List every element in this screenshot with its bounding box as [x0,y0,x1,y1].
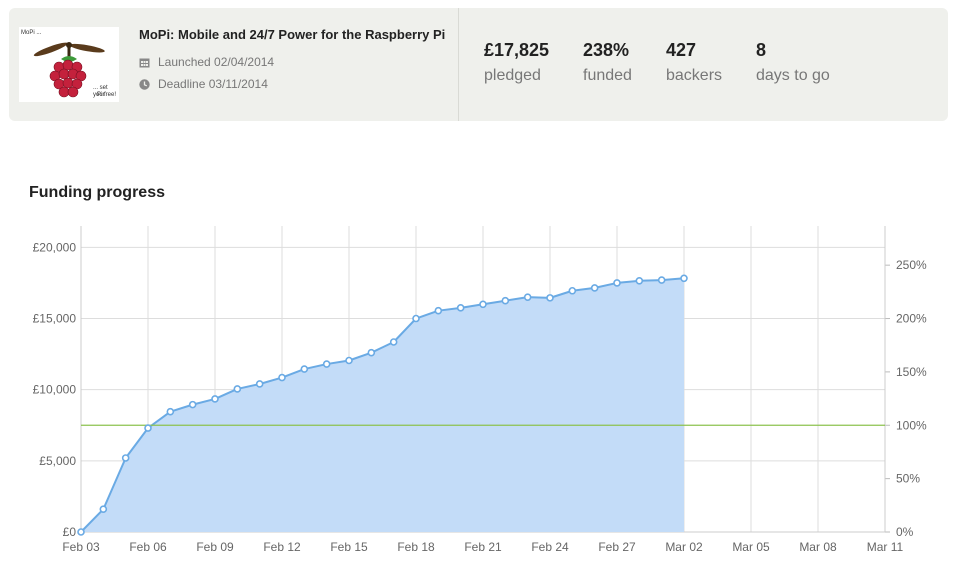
data-point [166,407,175,416]
data-point [77,528,85,536]
project-thumbnail[interactable]: MoPi ... ... set your Pi free! [19,27,119,102]
data-point [300,365,309,373]
stat-pledged-label: pledged [484,67,541,84]
stat-days-value: 8 [756,40,767,60]
data-point [456,304,465,312]
raspberry-propeller-image [33,42,105,98]
x-tick-label: Mar 02 [665,540,703,554]
stat-days-label: days to go [756,67,830,84]
x-tick-label: Feb 18 [397,540,435,554]
project-title[interactable]: MoPi: Mobile and 24/7 Power for the Rasp… [139,27,446,42]
x-tick-label: Feb 21 [464,540,502,554]
y-tick-label: £0 [63,525,77,539]
data-point [613,279,621,287]
y-tick-label: £10,000 [33,383,77,397]
data-point [412,314,420,323]
data-point [144,424,152,432]
card-divider [458,8,459,121]
x-tick-label: Feb 24 [531,540,569,554]
data-point [501,296,510,305]
y2-tick-label: 100% [896,418,927,432]
data-point [635,276,644,285]
y-tick-label: £20,000 [33,240,77,254]
thumbnail-top-text: MoPi ... [21,30,42,36]
x-tick-label: Mar 11 [867,540,904,554]
x-tick-label: Feb 06 [129,540,167,554]
calendar-icon [139,58,150,67]
data-point [389,338,398,346]
data-point [479,300,487,309]
data-point [278,373,286,382]
x-tick-label: Feb 12 [263,540,301,554]
data-point [99,505,108,514]
thumbnail-bottom-text: ... set your [93,85,108,98]
data-point [345,356,353,365]
y-tick-label: £5,000 [39,454,76,468]
stat-pledged-value: £17,825 [484,40,550,60]
stat-funded-label: funded [583,67,632,84]
thumbnail-bottom-text-2: Pi free! [97,92,117,98]
stat-backers-value: 427 [666,40,697,60]
y2-tick-label: 0% [896,525,914,539]
stat-days-to-go: 8 days to go [756,39,830,86]
data-point [590,284,599,292]
data-point [255,380,264,388]
funding-area [81,278,684,532]
x-tick-label: Feb 03 [62,540,100,554]
data-point [322,360,331,368]
x-tick-label: Feb 09 [196,540,234,554]
data-point [680,274,688,283]
y2-tick-label: 50% [896,472,920,486]
y2-tick-label: 200% [896,312,927,326]
y2-tick-label: 250% [896,258,927,272]
stat-pledged: £17,825 pledged [484,39,549,86]
x-tick-label: Mar 08 [799,540,837,554]
data-point [121,454,130,462]
data-point [657,276,666,284]
data-point [233,385,242,393]
deadline-date: Deadline 03/11/2014 [158,77,268,91]
stat-funded-value: 238% [583,40,630,60]
stat-backers-label: backers [666,67,723,84]
clock-icon [139,78,150,90]
x-tick-label: Feb 15 [330,540,368,554]
data-point [568,286,577,295]
data-point [211,395,219,403]
data-point [367,348,376,357]
stat-funded: 238% funded [583,39,632,86]
y2-tick-label: 150% [896,365,927,379]
deadline-row: Deadline 03/11/2014 [139,77,268,91]
stat-backers: 427 backers [666,39,722,86]
data-point [546,294,554,302]
x-tick-label: Feb 27 [598,540,636,554]
x-tick-label: Mar 05 [732,540,770,554]
y-tick-label: £15,000 [33,312,77,326]
data-point [188,400,197,409]
funding-progress-heading: Funding progress [29,184,165,201]
funding-line [80,277,685,533]
project-summary-card: MoPi ... ... set your Pi free! MoPi: Mob… [9,8,948,121]
data-point [434,306,443,315]
data-point [523,293,532,301]
launched-date: Launched 02/04/2014 [158,55,275,69]
launched-row: Launched 02/04/2014 [139,55,274,69]
